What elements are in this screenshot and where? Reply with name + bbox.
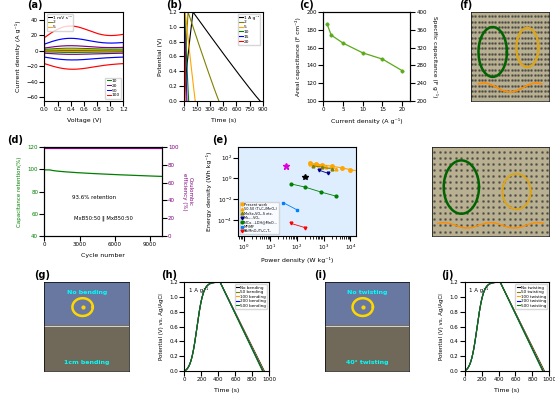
Y-axis label: Potential (V) vs. Ag/AgCl: Potential (V) vs. Ag/AgCl: [159, 293, 164, 360]
PA/MoO...: [287, 221, 294, 226]
Legend: 1 A g⁻¹, 2, 5, 10, 15, 20: 1 A g⁻¹, 2, 5, 10, 15, 20: [238, 14, 260, 45]
50-50...: [322, 164, 329, 169]
Text: (h): (h): [161, 270, 176, 280]
Mo3...: [316, 168, 323, 173]
Text: 1 A g⁻¹: 1 A g⁻¹: [189, 286, 208, 292]
X-axis label: Time (s): Time (s): [214, 388, 240, 393]
Y-axis label: Specific capacitance (F g⁻¹): Specific capacitance (F g⁻¹): [432, 16, 438, 97]
Line: NiCo...: NiCo...: [290, 182, 338, 198]
Legend: 10, 20, 50, 100: 10, 20, 50, 100: [105, 77, 121, 99]
Text: (e): (e): [213, 134, 228, 144]
Line: Present work: Present work: [308, 162, 360, 173]
Text: No bending: No bending: [67, 290, 107, 295]
50-50...: [333, 167, 340, 172]
Bar: [325, 282, 410, 325]
X-axis label: Power density (W kg⁻¹): Power density (W kg⁻¹): [261, 257, 333, 263]
Legend: No bending, 50 bending, 100 bending, 200 bending, 500 bending: No bending, 50 bending, 100 bending, 200…: [235, 284, 268, 309]
Text: (c): (c): [299, 0, 314, 10]
Mo3...: [325, 171, 332, 176]
MoSe...: [329, 167, 335, 172]
Text: (f): (f): [459, 0, 472, 10]
Line: MF/MF: MF/MF: [281, 201, 299, 211]
Present work: [319, 162, 326, 167]
Line: 50-50...: 50-50...: [308, 163, 338, 170]
Text: (b): (b): [166, 0, 183, 10]
X-axis label: Time (s): Time (s): [495, 388, 519, 393]
Text: 40° twisting: 40° twisting: [346, 359, 388, 365]
Y-axis label: Potential (V) vs. Ag/AgCl: Potential (V) vs. Ag/AgCl: [439, 293, 444, 360]
Y-axis label: Energy density (Wh kg⁻¹): Energy density (Wh kg⁻¹): [206, 152, 212, 231]
50-50...: [306, 162, 313, 167]
X-axis label: Cycle number: Cycle number: [81, 253, 125, 258]
Text: (g): (g): [34, 270, 50, 280]
Text: (a): (a): [27, 0, 43, 10]
MoSe...: [319, 165, 326, 170]
Present work: [306, 161, 313, 166]
Y-axis label: Coulombic
efficiency (%): Coulombic efficiency (%): [181, 173, 193, 210]
Present work: [329, 164, 335, 168]
Present work: [355, 169, 362, 174]
Bar: [44, 327, 129, 371]
NiCo...: [333, 194, 340, 199]
Y-axis label: Capacitance retention(%): Capacitance retention(%): [17, 156, 22, 227]
Legend: No twisting, 50 twisting, 100 twisting, 200 twisting, 500 twisting: No twisting, 50 twisting, 100 twisting, …: [516, 284, 547, 309]
50-50...: [314, 163, 321, 168]
PA/MoO...: [301, 225, 308, 230]
NiCo...: [287, 182, 294, 186]
Y-axis label: Areal capacitance (F cm⁻²): Areal capacitance (F cm⁻²): [295, 17, 301, 96]
X-axis label: Time (s): Time (s): [210, 118, 236, 122]
X-axis label: Voltage (V): Voltage (V): [67, 118, 101, 122]
Text: 1cm bending: 1cm bending: [64, 359, 109, 365]
MF/MF: [294, 207, 300, 212]
Line: MoSe...: MoSe...: [311, 164, 333, 170]
Line: Mo3...: Mo3...: [318, 169, 330, 175]
NiCo...: [301, 185, 308, 190]
Text: (j): (j): [441, 270, 453, 280]
Legend: Present work, 50-50 (Ti₃C₂/MnO₂), MoSe₂VO₂-S etc., Mo₃...VO₂, NiCo...LDH@MnO...,: Present work, 50-50 (Ti₃C₂/MnO₂), MoSe₂V…: [240, 201, 279, 234]
Present work: [347, 167, 354, 172]
Text: No twisting: No twisting: [347, 290, 387, 295]
MF/MF: [280, 200, 286, 205]
NiCo...: [317, 190, 324, 194]
Y-axis label: Potential (V): Potential (V): [158, 37, 163, 76]
Bar: [325, 327, 410, 371]
X-axis label: Current density (A g⁻¹): Current density (A g⁻¹): [331, 118, 402, 124]
Text: (d): (d): [7, 134, 23, 144]
Text: 93.6% retention: 93.6% retention: [72, 195, 116, 200]
Present work: [339, 166, 346, 170]
Y-axis label: Current density (A g⁻¹): Current density (A g⁻¹): [15, 21, 21, 92]
Bar: [44, 282, 129, 325]
Text: MxB50:50 ‖ MxB50:50: MxB50:50 ‖ MxB50:50: [74, 216, 133, 221]
Present work: [312, 162, 319, 166]
MoSe...: [310, 164, 316, 168]
Text: (i): (i): [314, 270, 327, 280]
Line: PA/MoO...: PA/MoO...: [290, 222, 306, 229]
Text: 1 A g⁻¹: 1 A g⁻¹: [469, 286, 488, 292]
